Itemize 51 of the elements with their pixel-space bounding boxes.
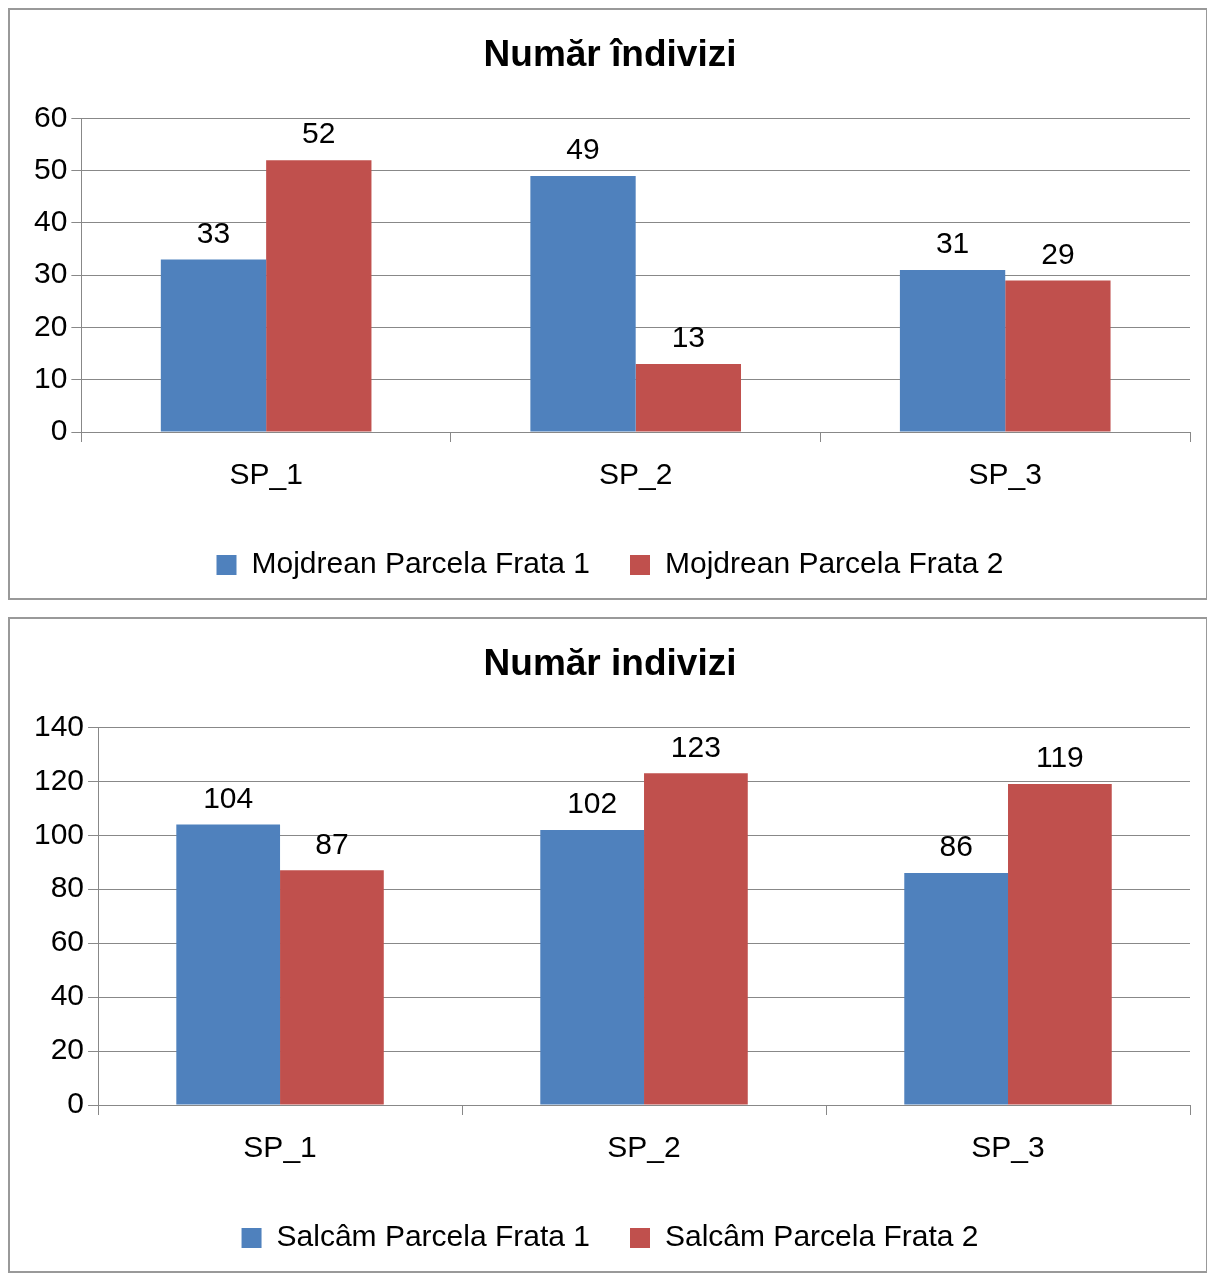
y-tick-label: 60 — [50, 924, 85, 958]
x-tick-label: SP_2 — [598, 457, 673, 491]
legend-label: Salcâm Parcela Frata 1 — [276, 1219, 591, 1253]
data-label: 49 — [566, 132, 600, 166]
y-tick-label: 20 — [33, 308, 68, 342]
y-tick-label: 10 — [33, 361, 68, 394]
bar — [530, 175, 636, 432]
x-tick-label: SP_3 — [968, 457, 1042, 491]
y-tick-label: 80 — [50, 870, 85, 904]
y-tick-label: 50 — [33, 151, 68, 185]
chart-title: Număr îndivizi — [483, 33, 737, 75]
data-label: 86 — [939, 829, 973, 863]
data-label: 13 — [671, 320, 706, 354]
data-label: 52 — [302, 116, 336, 150]
data-label: 102 — [567, 786, 618, 820]
y-tick-label: 0 — [67, 1086, 85, 1120]
x-tick-label: SP_1 — [243, 1130, 317, 1164]
y-tick-label: 20 — [50, 1032, 85, 1066]
legend-label: Mojdrean Parcela Frata 2 — [665, 546, 1004, 580]
bar — [266, 160, 372, 432]
bar — [644, 773, 748, 1105]
legend-label: Mojdrean Parcela Frata 1 — [251, 546, 590, 580]
bar — [1005, 280, 1111, 432]
y-tick-label: 0 — [50, 413, 68, 447]
data-label: 87 — [315, 826, 349, 860]
data-label: 33 — [196, 215, 231, 249]
x-tick-label: SP_2 — [607, 1130, 681, 1164]
data-label: 123 — [670, 729, 721, 763]
x-tick-label: SP_1 — [229, 457, 303, 491]
bar — [160, 259, 267, 432]
data-label: 31 — [935, 226, 970, 260]
bar — [176, 824, 281, 1105]
x-tick-label: SP_3 — [971, 1130, 1045, 1164]
data-label: 29 — [1041, 236, 1075, 270]
bar — [635, 364, 742, 432]
y-tick-label: 60 — [33, 99, 68, 133]
y-tick-label: 140 — [33, 708, 85, 742]
bar — [904, 873, 1009, 1105]
data-label: 104 — [203, 780, 254, 814]
bar — [540, 829, 645, 1105]
chart-title: Număr indivizi — [483, 642, 737, 684]
y-tick-label: 40 — [50, 978, 85, 1012]
bar — [1008, 784, 1112, 1105]
legend-label: Salcâm Parcela Frata 2 — [665, 1219, 979, 1253]
data-label: 119 — [1035, 740, 1084, 774]
y-tick-label: 120 — [33, 762, 85, 796]
y-tick-label: 30 — [33, 256, 68, 290]
y-tick-label: 100 — [33, 816, 85, 850]
bar — [899, 269, 1006, 432]
bar — [280, 870, 384, 1105]
y-tick-label: 40 — [33, 204, 68, 238]
